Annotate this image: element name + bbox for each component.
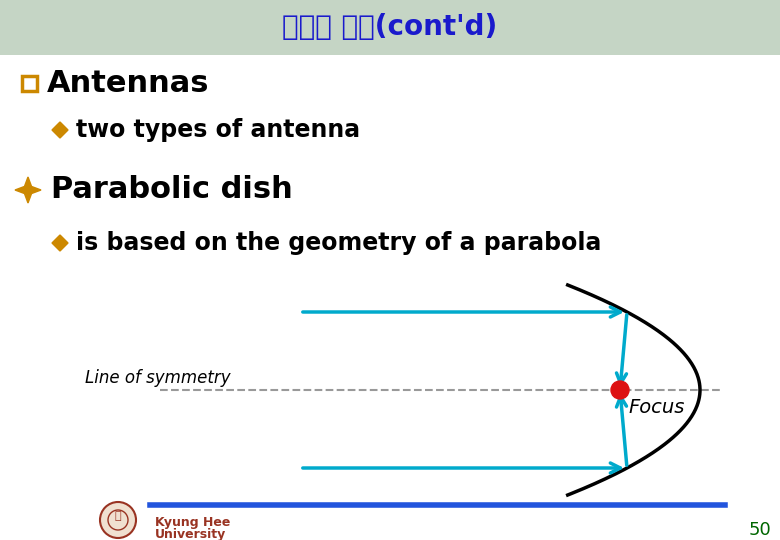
Text: 50: 50	[749, 521, 771, 539]
Text: is based on the geometry of a parabola: is based on the geometry of a parabola	[76, 231, 601, 255]
Bar	[0, 0, 780, 55]
Text: Parabolic dish: Parabolic dish	[51, 176, 292, 205]
Text: Antennas: Antennas	[47, 69, 210, 98]
Text: 圖: 圖	[115, 511, 122, 521]
Polygon shape	[52, 235, 68, 251]
Text: Line of symmetry: Line of symmetry	[85, 369, 231, 387]
Circle shape	[611, 381, 629, 399]
Circle shape	[100, 502, 136, 538]
Text: University: University	[155, 528, 226, 540]
Text: Kyung Hee: Kyung Hee	[155, 516, 230, 529]
Polygon shape	[52, 122, 68, 138]
Text: Focus: Focus	[628, 398, 684, 417]
Polygon shape	[15, 177, 41, 203]
Bar	[22, 76, 37, 91]
Text: 비유도 매체(cont'd): 비유도 매체(cont'd)	[282, 13, 498, 41]
Text: two types of antenna: two types of antenna	[76, 118, 360, 142]
